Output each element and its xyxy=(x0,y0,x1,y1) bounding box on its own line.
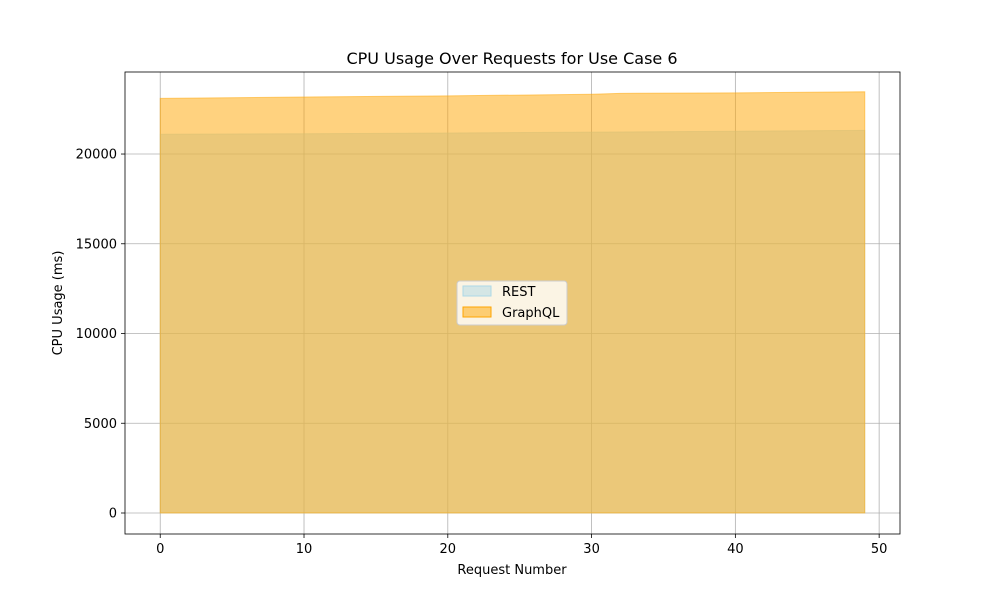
y-axis-title: CPU Usage (ms) xyxy=(51,251,66,356)
legend: REST GraphQL xyxy=(456,280,568,326)
chart-title: CPU Usage Over Requests for Use Case 6 xyxy=(346,49,677,68)
axis-ticks: 0 10 20 30 40 50 0 5000 10000 15000 20000 xyxy=(76,148,888,557)
legend-swatch-rest xyxy=(462,285,492,297)
legend-label-rest: REST xyxy=(502,285,535,300)
y-tick-label: 0 xyxy=(109,507,117,522)
plot-frame xyxy=(124,71,901,535)
y-tick-label: 20000 xyxy=(76,148,117,163)
y-tick-label: 5000 xyxy=(84,417,117,432)
legend-swatch-graphql xyxy=(462,306,492,318)
x-axis-title: Request Number xyxy=(457,563,567,578)
x-tick-label: 20 xyxy=(440,542,457,557)
x-tick-label: 50 xyxy=(871,542,888,557)
legend-label-graphql: GraphQL xyxy=(502,306,560,321)
y-tick-label: 15000 xyxy=(76,237,117,252)
x-tick-label: 0 xyxy=(156,542,164,557)
x-tick-label: 10 xyxy=(296,542,313,557)
x-tick-label: 40 xyxy=(727,542,744,557)
x-tick-label: 30 xyxy=(583,542,600,557)
y-tick-label: 10000 xyxy=(76,327,117,342)
